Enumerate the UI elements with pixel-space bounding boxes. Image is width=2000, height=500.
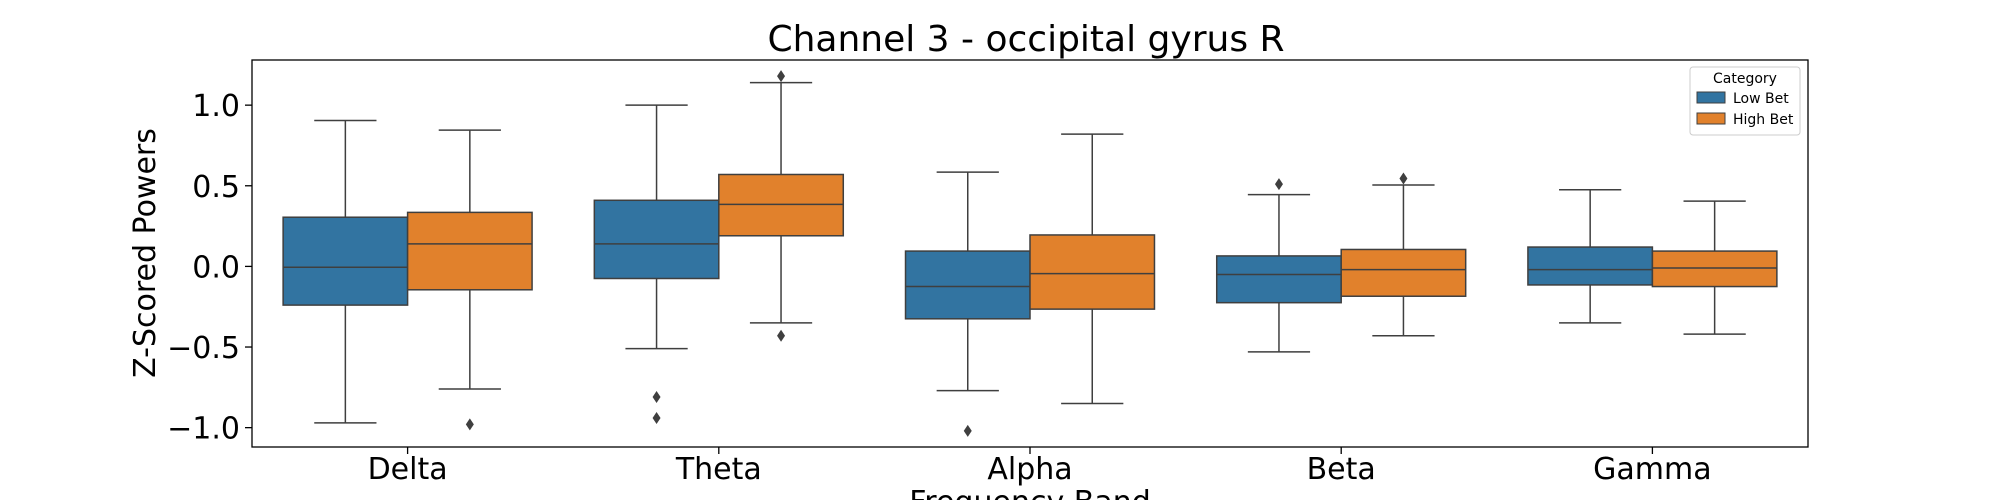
box-iqr [1651,250,1778,288]
x-axis-label: Frequency Band [909,485,1151,500]
box-low-bet-alpha [904,171,1031,437]
box-low-bet-gamma [1527,189,1654,324]
box-low-bet-delta [282,119,409,424]
box-iqr [1340,248,1467,297]
y-tick-label: 0.0 [192,250,240,285]
legend: Category Low Bet High Bet [1689,66,1801,136]
x-axis: Delta Theta Alpha Beta Gamma [368,447,1712,487]
y-axis: 1.0 0.5 0.0 −0.5 −1.0 [167,89,252,447]
outlier-point [1399,172,1408,185]
box-high-bet-alpha [1029,133,1156,405]
y-tick-label: 0.5 [192,170,240,205]
box-high-bet-theta [718,70,845,342]
outlier-point [465,418,474,431]
y-tick-label: 1.0 [192,89,240,124]
legend-swatch-high-bet [1696,112,1726,125]
box-low-bet-theta [593,104,720,424]
chart-title: Channel 3 - occipital gyrus R [767,19,1284,60]
legend-title: Category [1713,71,1777,87]
legend-swatch-low-bet [1696,91,1726,104]
outlier-point [652,411,661,424]
x-tick-label: Theta [675,452,762,487]
box-iqr [282,216,409,306]
y-tick-label: −1.0 [167,412,240,447]
box-iqr [593,199,720,280]
box-high-bet-delta [406,129,533,431]
y-tick-label: −0.5 [167,331,240,366]
outlier-point [652,391,661,404]
box-iqr [1029,234,1156,310]
outlier-point [1274,178,1283,191]
box-high-bet-gamma [1651,200,1778,335]
box-iqr [904,250,1031,320]
outlier-point [777,329,786,342]
box-iqr [1215,255,1342,304]
legend-label-high-bet: High Bet [1733,112,1794,128]
x-tick-label: Alpha [987,452,1072,487]
x-tick-label: Gamma [1593,452,1711,487]
y-axis-label: Z-Scored Powers [128,128,163,378]
x-tick-label: Beta [1307,452,1376,487]
x-tick-label: Delta [368,452,448,487]
box-low-bet-beta [1215,178,1342,353]
outlier-point [963,424,972,437]
legend-label-low-bet: Low Bet [1733,91,1789,107]
box-high-bet-beta [1340,172,1467,337]
box-iqr [718,173,845,237]
outlier-point [777,70,786,83]
box-iqr [1527,246,1654,286]
plot-area [282,70,1778,437]
box-iqr [406,211,533,291]
